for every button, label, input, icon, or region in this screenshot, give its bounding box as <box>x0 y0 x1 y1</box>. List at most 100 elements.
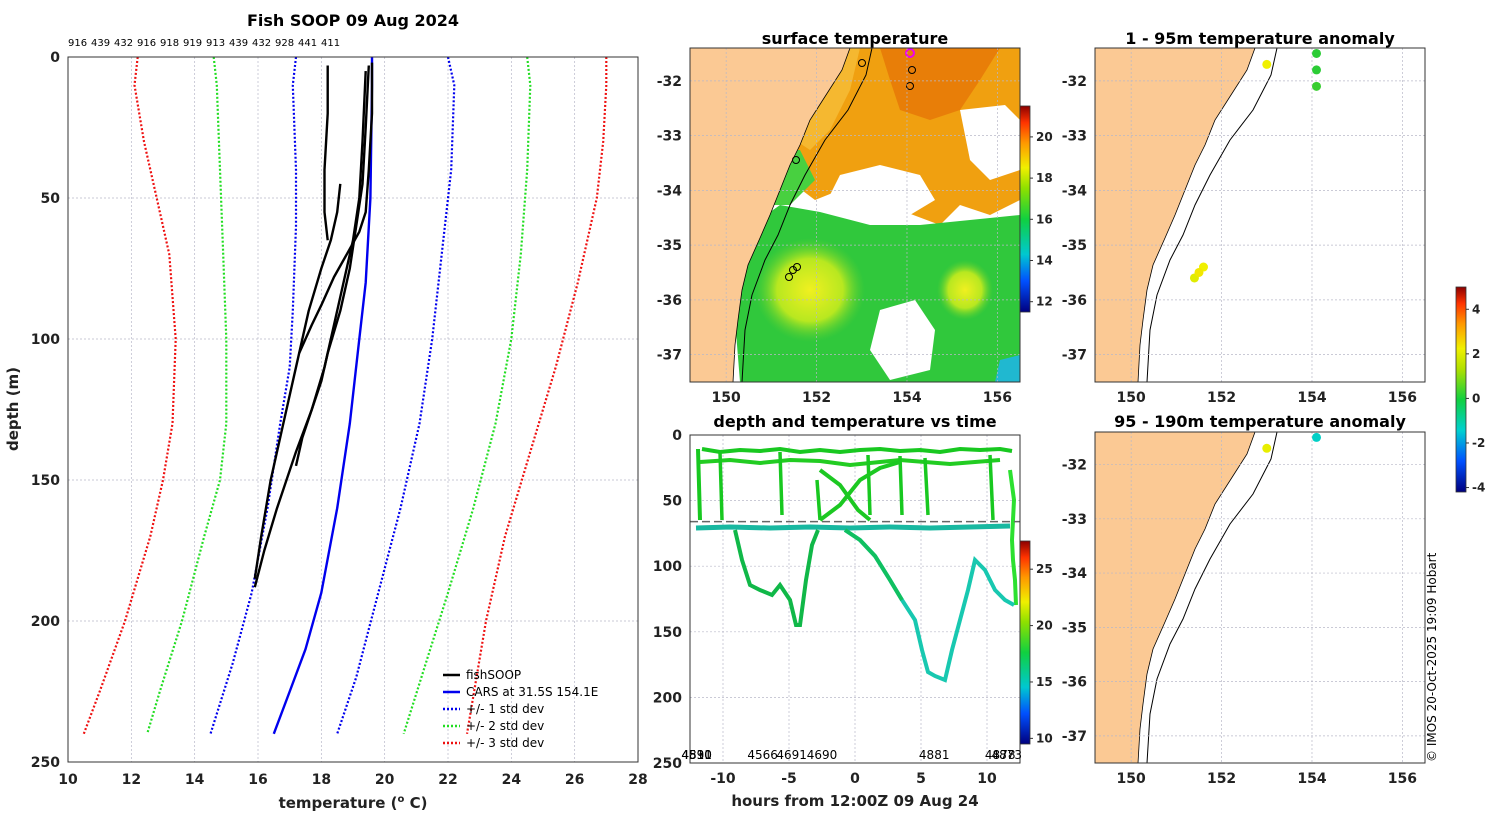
series-line <box>402 57 532 735</box>
lat-tick-label: -33 <box>1062 512 1087 528</box>
depth-time-colorbar <box>1019 540 1031 745</box>
series-line <box>253 71 367 588</box>
instrument-id-labels: 916 439 432 916 918 919 913 439 432 928 … <box>68 38 340 49</box>
land-mass <box>690 48 851 382</box>
anomaly-deep-title: 95 - 190m temperature anomaly <box>1114 412 1406 431</box>
x-tick-label: 14 <box>185 772 205 788</box>
anomaly-colorbar <box>1455 286 1467 493</box>
colorbar-tick-label: 20 <box>1036 130 1053 144</box>
x-tick-label: 16 <box>248 772 267 788</box>
depth-time-plot: depth and temperature vs time -10 -5 0 5 100… <box>653 412 1053 810</box>
lat-tick-label: -34 <box>1062 183 1088 199</box>
sst-hot-core <box>880 48 1000 120</box>
instrument-label: 4878 <box>985 748 1016 762</box>
lon-tick-label: 152 <box>1207 390 1236 406</box>
lat-tick-label: -35 <box>1062 238 1087 254</box>
colorbar-tick-label: 20 <box>1036 619 1053 633</box>
sst-cloud-gap <box>870 300 935 380</box>
anomaly-point <box>1312 81 1322 91</box>
land-mass <box>1095 432 1256 763</box>
x-tick-label: 20 <box>375 772 395 788</box>
instrument-label: 4566 <box>747 748 778 762</box>
sst-cold-corner <box>995 355 1020 382</box>
profile-location-marker <box>906 82 914 90</box>
lat-tick-label: -32 <box>1062 458 1087 474</box>
depth-time-title: depth and temperature vs time <box>713 412 996 431</box>
profile-location-marker <box>789 266 797 274</box>
colorbar-tick-label: 16 <box>1036 212 1053 226</box>
y-tick-label: 250 <box>653 756 682 772</box>
instrument-id: 913 <box>206 38 225 49</box>
y-tick-label: 100 <box>653 559 682 575</box>
y-tick-label: 150 <box>653 625 682 641</box>
shelf-contour <box>1146 432 1278 763</box>
series-line <box>336 57 456 735</box>
profile-axes-frame <box>67 56 639 763</box>
colorbar-tick-label: 12 <box>1036 295 1053 309</box>
colorbar-tick-label: 10 <box>1036 731 1053 745</box>
y-tick-label: 100 <box>31 332 60 348</box>
x-tick-label: 0 <box>850 771 860 787</box>
y-tick-label: 200 <box>31 614 60 630</box>
deep-track-1 <box>733 529 820 627</box>
instrument-id: 916 <box>137 38 156 49</box>
lat-tick-label: -34 <box>1062 566 1088 582</box>
lon-tick-label: 154 <box>892 390 921 406</box>
profile-location-marker <box>908 66 916 74</box>
colorbar-tick-label: 2 <box>1472 347 1480 361</box>
series-line <box>253 183 342 579</box>
colorbar-tick-label: 18 <box>1036 171 1053 185</box>
instrument-label: 4881 <box>919 748 950 762</box>
instrument-label: 4873 <box>992 748 1023 762</box>
instrument-id: 439 <box>229 38 248 49</box>
series-line <box>272 57 374 735</box>
instrument-id: 439 <box>91 38 110 49</box>
anomaly-point <box>1312 432 1322 442</box>
lat-tick-label: -34 <box>657 183 683 199</box>
y-tick-label: 0 <box>50 50 60 66</box>
colorbar-tick-label: 0 <box>1472 391 1480 405</box>
anomaly-map-shallow: 1 - 95m temperature anomaly 150 152 154 156… <box>1062 29 1426 406</box>
y-tick-label: 200 <box>653 690 682 706</box>
current-position-marker <box>905 48 915 58</box>
instrument-id: 928 <box>275 38 294 49</box>
profile-location-marker <box>858 59 866 67</box>
deep-track-2-upper <box>843 528 904 602</box>
colorbar-tick-label: -4 <box>1472 481 1485 495</box>
lat-tick-label: -35 <box>1062 620 1087 636</box>
anomaly-point <box>1262 443 1272 453</box>
lat-tick-label: -36 <box>1062 293 1087 309</box>
lat-tick-label: -37 <box>657 348 682 364</box>
lat-tick-label: -33 <box>1062 129 1087 145</box>
sst-cloud-gap <box>960 105 1020 180</box>
y-tick-label: 250 <box>31 755 60 771</box>
lon-tick-label: 154 <box>1297 771 1326 787</box>
y-tick-label: 150 <box>31 473 60 489</box>
lon-tick-label: 150 <box>1117 771 1146 787</box>
lat-tick-label: -33 <box>657 129 682 145</box>
instrument-id: 916 <box>68 38 87 49</box>
x-tick-label: 28 <box>628 772 647 788</box>
instrument-label: 4691 <box>776 748 807 762</box>
x-tick-label: 22 <box>438 772 457 788</box>
instrument-label: 4510 <box>681 748 712 762</box>
instrument-label: 4530 <box>681 748 712 762</box>
descent-track-surface <box>696 446 1013 521</box>
legend-label: +/- 1 std dev <box>466 702 544 716</box>
lon-tick-label: 152 <box>802 390 831 406</box>
y-tick-label: 50 <box>663 494 683 510</box>
anomaly-deep-frame <box>1094 431 1426 764</box>
x-tick-label: 12 <box>122 772 141 788</box>
x-tick-label: 10 <box>977 771 997 787</box>
anomaly-shallow-frame <box>1094 47 1426 383</box>
legend-label: +/- 3 std dev <box>466 736 544 750</box>
surface-temperature-map: surface temperature <box>657 29 1053 406</box>
y-tick-label: 50 <box>41 191 61 207</box>
profile-legend: fishSOOP CARS at 31.5S 154.1E +/- 1 std … <box>443 668 598 750</box>
colorbar-tick-label: 25 <box>1036 562 1053 576</box>
sst-colorbar <box>1019 105 1031 313</box>
series-line <box>294 65 370 467</box>
profile-location-marker <box>785 273 793 281</box>
legend-label: CARS at 31.5S 154.1E <box>466 685 598 699</box>
